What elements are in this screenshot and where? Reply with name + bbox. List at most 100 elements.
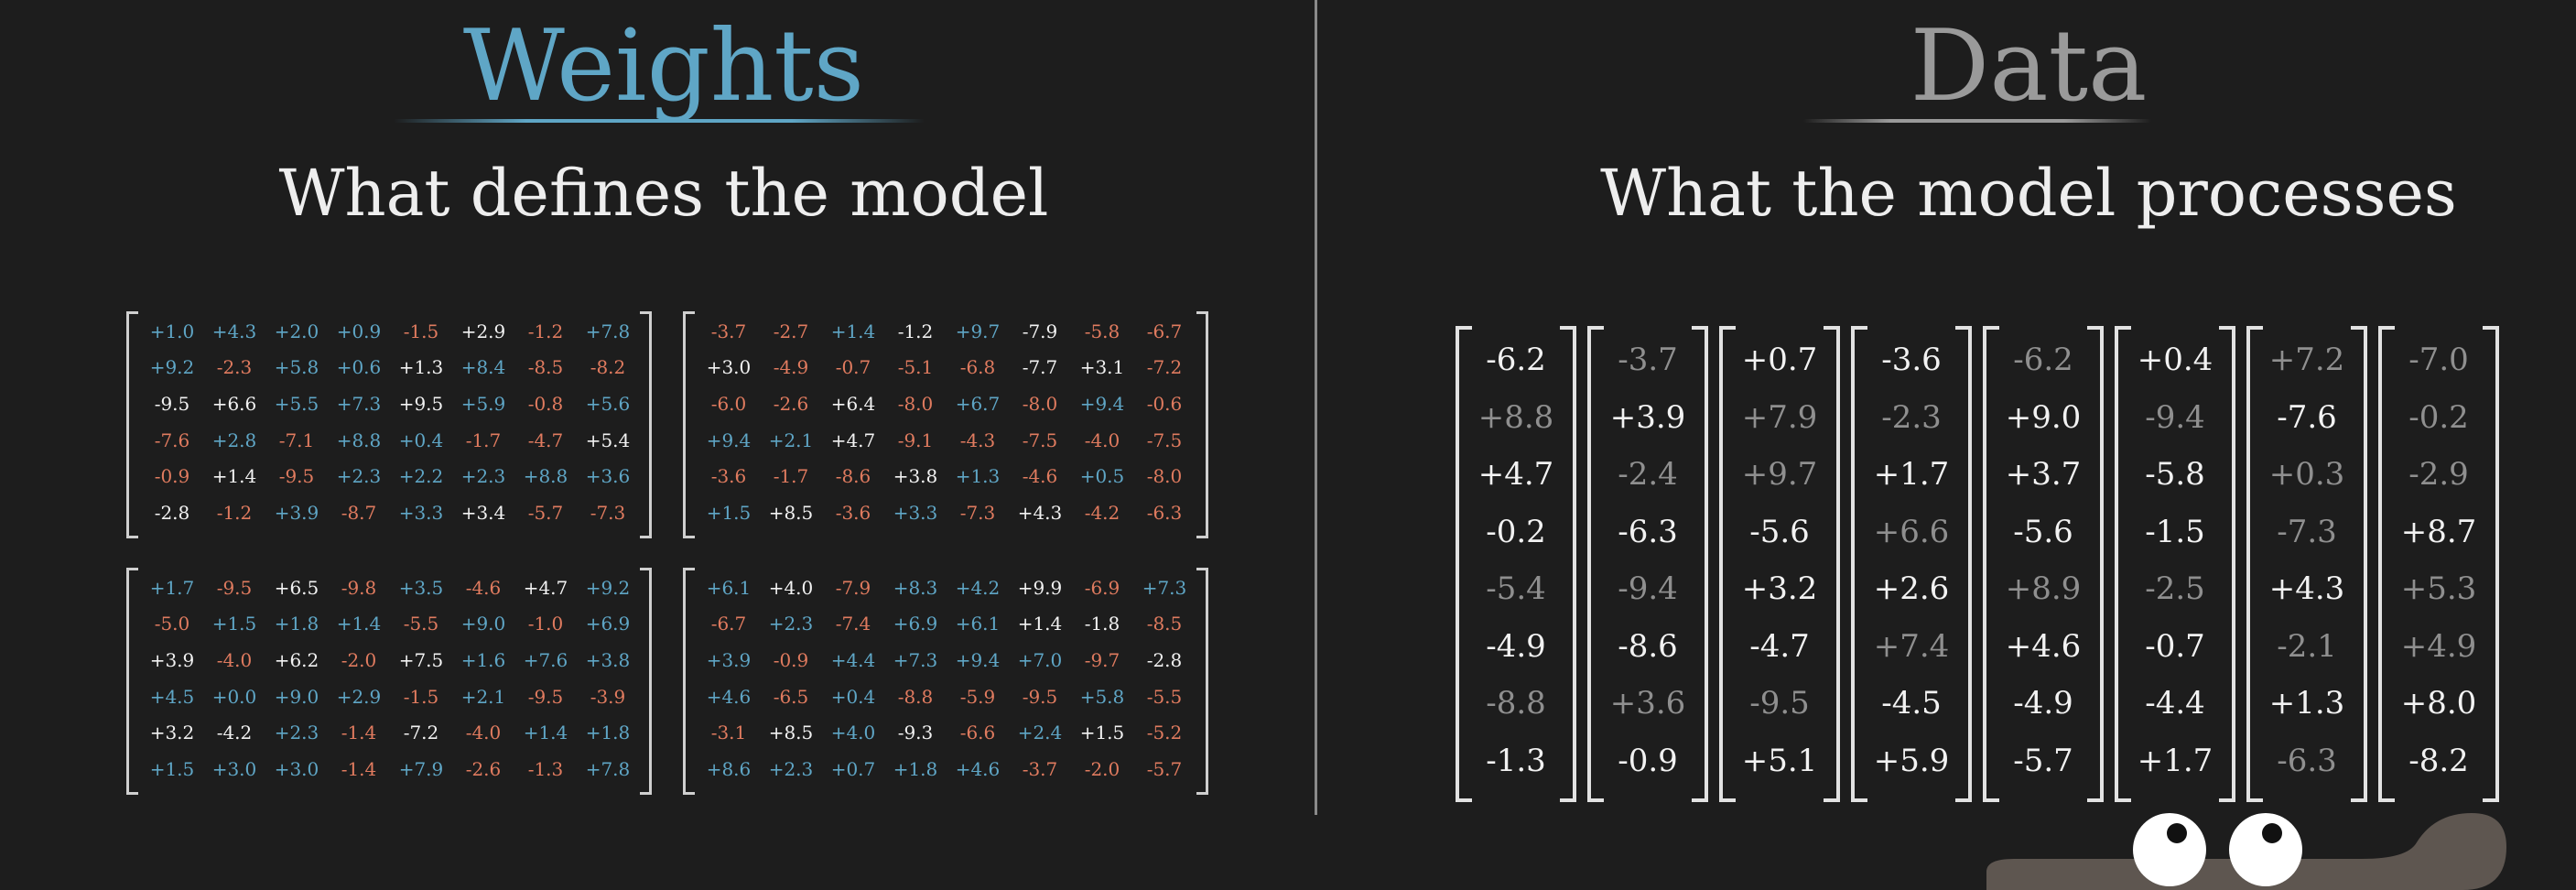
data-value: +9.0 [2005,398,2082,436]
weight-value: +8.5 [768,722,814,744]
weight-value: +4.5 [149,685,195,708]
weight-value: +6.9 [585,613,631,635]
weight-value: -1.8 [1084,613,1120,635]
weight-value: +6.4 [830,393,876,416]
weight-value: -7.2 [403,722,439,744]
weight-value: +1.7 [149,576,195,599]
weight-value: +3.3 [893,502,938,525]
weight-value: +3.1 [1079,356,1125,379]
weight-value: -2.6 [465,758,502,781]
weight-value: +8.3 [893,576,938,599]
weight-value: -8.0 [1146,465,1183,488]
weight-value: +1.6 [460,649,506,672]
data-value: -4.9 [2013,685,2073,722]
weight-value: -6.9 [1084,576,1120,599]
weight-value: +9.2 [585,576,631,599]
weight-value: +2.3 [274,722,319,744]
weight-value: +6.1 [955,613,1001,635]
weight-value: -6.7 [1146,320,1183,342]
weight-value: -7.5 [1146,429,1183,451]
weight-value: +1.4 [1017,613,1063,635]
weight-value: +2.4 [1017,722,1063,744]
weight-value: -7.3 [590,502,626,525]
weight-value: +9.7 [955,320,1001,342]
weight-value: -1.7 [773,465,809,488]
weight-value: -6.8 [959,356,996,379]
left-bracket [2378,326,2395,802]
weight-value: +7.3 [1142,576,1187,599]
weight-value: +0.0 [211,685,257,708]
data-value: +3.6 [1609,685,1686,722]
weight-value: -6.0 [710,393,747,416]
weight-value: +3.9 [274,502,319,525]
data-value: +7.2 [2268,342,2345,379]
weight-value: -9.1 [897,429,934,451]
weight-value: -0.9 [154,465,190,488]
weight-value: +8.5 [768,502,814,525]
weight-value: -7.4 [835,613,871,635]
data-value: -8.6 [1618,627,1678,665]
right-bracket [1560,326,1576,802]
weight-value: -5.9 [959,685,996,708]
weight-value: +5.6 [585,393,631,416]
weight-matrix: +6.1 +4.0 -7.9 +8.3 +4.2 +9.9 -6.9 +7.3 -6.7 +2.3… [683,568,1208,795]
weight-value: -0.9 [773,649,809,672]
weight-value: -5.5 [403,613,439,635]
creature-body [1986,813,2506,890]
weight-value: -3.7 [1022,758,1058,781]
weight-value: -5.1 [897,356,934,379]
data-value: +5.3 [2400,570,2477,608]
left-bracket [1456,326,1472,802]
data-value: -4.9 [1486,627,1546,665]
right-eye [2229,813,2302,886]
weight-value: -9.8 [341,576,377,599]
data-value: -9.4 [1618,570,1678,608]
data-value: -8.8 [1486,685,1546,722]
left-bracket [1587,326,1604,802]
weight-value: -4.2 [1084,502,1120,525]
data-subtitle: What the model processes [1600,156,2457,231]
weight-value: -4.9 [773,356,809,379]
weight-value: -5.7 [527,502,564,525]
weight-value: -1.4 [341,758,377,781]
data-vector: -7.0 -0.2 -2.9 +8.7 +5.3 +4.9 +8.0 -8.2 [2378,326,2499,802]
weight-value: +9.0 [460,613,506,635]
weight-matrix: +1.0 +4.3 +2.0 +0.9 -1.5 +2.9 -1.2 +7.8 +9.2 -2.3… [126,311,652,538]
weight-value: +1.3 [398,356,444,379]
weight-value: -8.7 [341,502,377,525]
data-value: +4.6 [2005,627,2082,665]
weight-value: +3.9 [149,649,195,672]
weight-value: -7.7 [1022,356,1058,379]
weight-value: -0.8 [527,393,564,416]
weight-value: +7.9 [398,758,444,781]
weight-value: +4.3 [1017,502,1063,525]
weight-value: +7.0 [1017,649,1063,672]
left-bracket [1983,326,1999,802]
weight-value: +3.5 [398,576,444,599]
weight-value: +1.8 [585,722,631,744]
data-value: -5.4 [1486,570,1546,608]
data-value: -2.3 [1881,398,1942,436]
weight-value: +9.2 [149,356,195,379]
weight-value: -7.6 [154,429,190,451]
weight-value: -8.0 [897,393,934,416]
weight-value: +1.5 [706,502,752,525]
weights-subtitle: What defines the model [278,156,1049,231]
weight-value: -1.2 [527,320,564,342]
data-value: +0.7 [1741,342,1818,379]
weight-value: +9.5 [398,393,444,416]
weight-value: -6.3 [1146,502,1183,525]
weight-value: +5.8 [274,356,319,379]
data-vector: -6.2 +9.0 +3.7 -5.6 +8.9 +4.6 -4.9 -5.7 [1983,326,2104,802]
weight-value: +4.4 [830,649,876,672]
data-value: -4.5 [1881,685,1942,722]
data-value: -2.5 [2145,570,2205,608]
data-value: -5.7 [2013,742,2073,779]
weight-value: -4.0 [1084,429,1120,451]
weight-value: -9.3 [897,722,934,744]
right-bracket [1196,568,1208,795]
weight-value: +9.4 [1079,393,1125,416]
weight-value: -8.2 [590,356,626,379]
data-value: -9.4 [2145,398,2205,436]
data-value: +4.3 [2268,570,2345,608]
